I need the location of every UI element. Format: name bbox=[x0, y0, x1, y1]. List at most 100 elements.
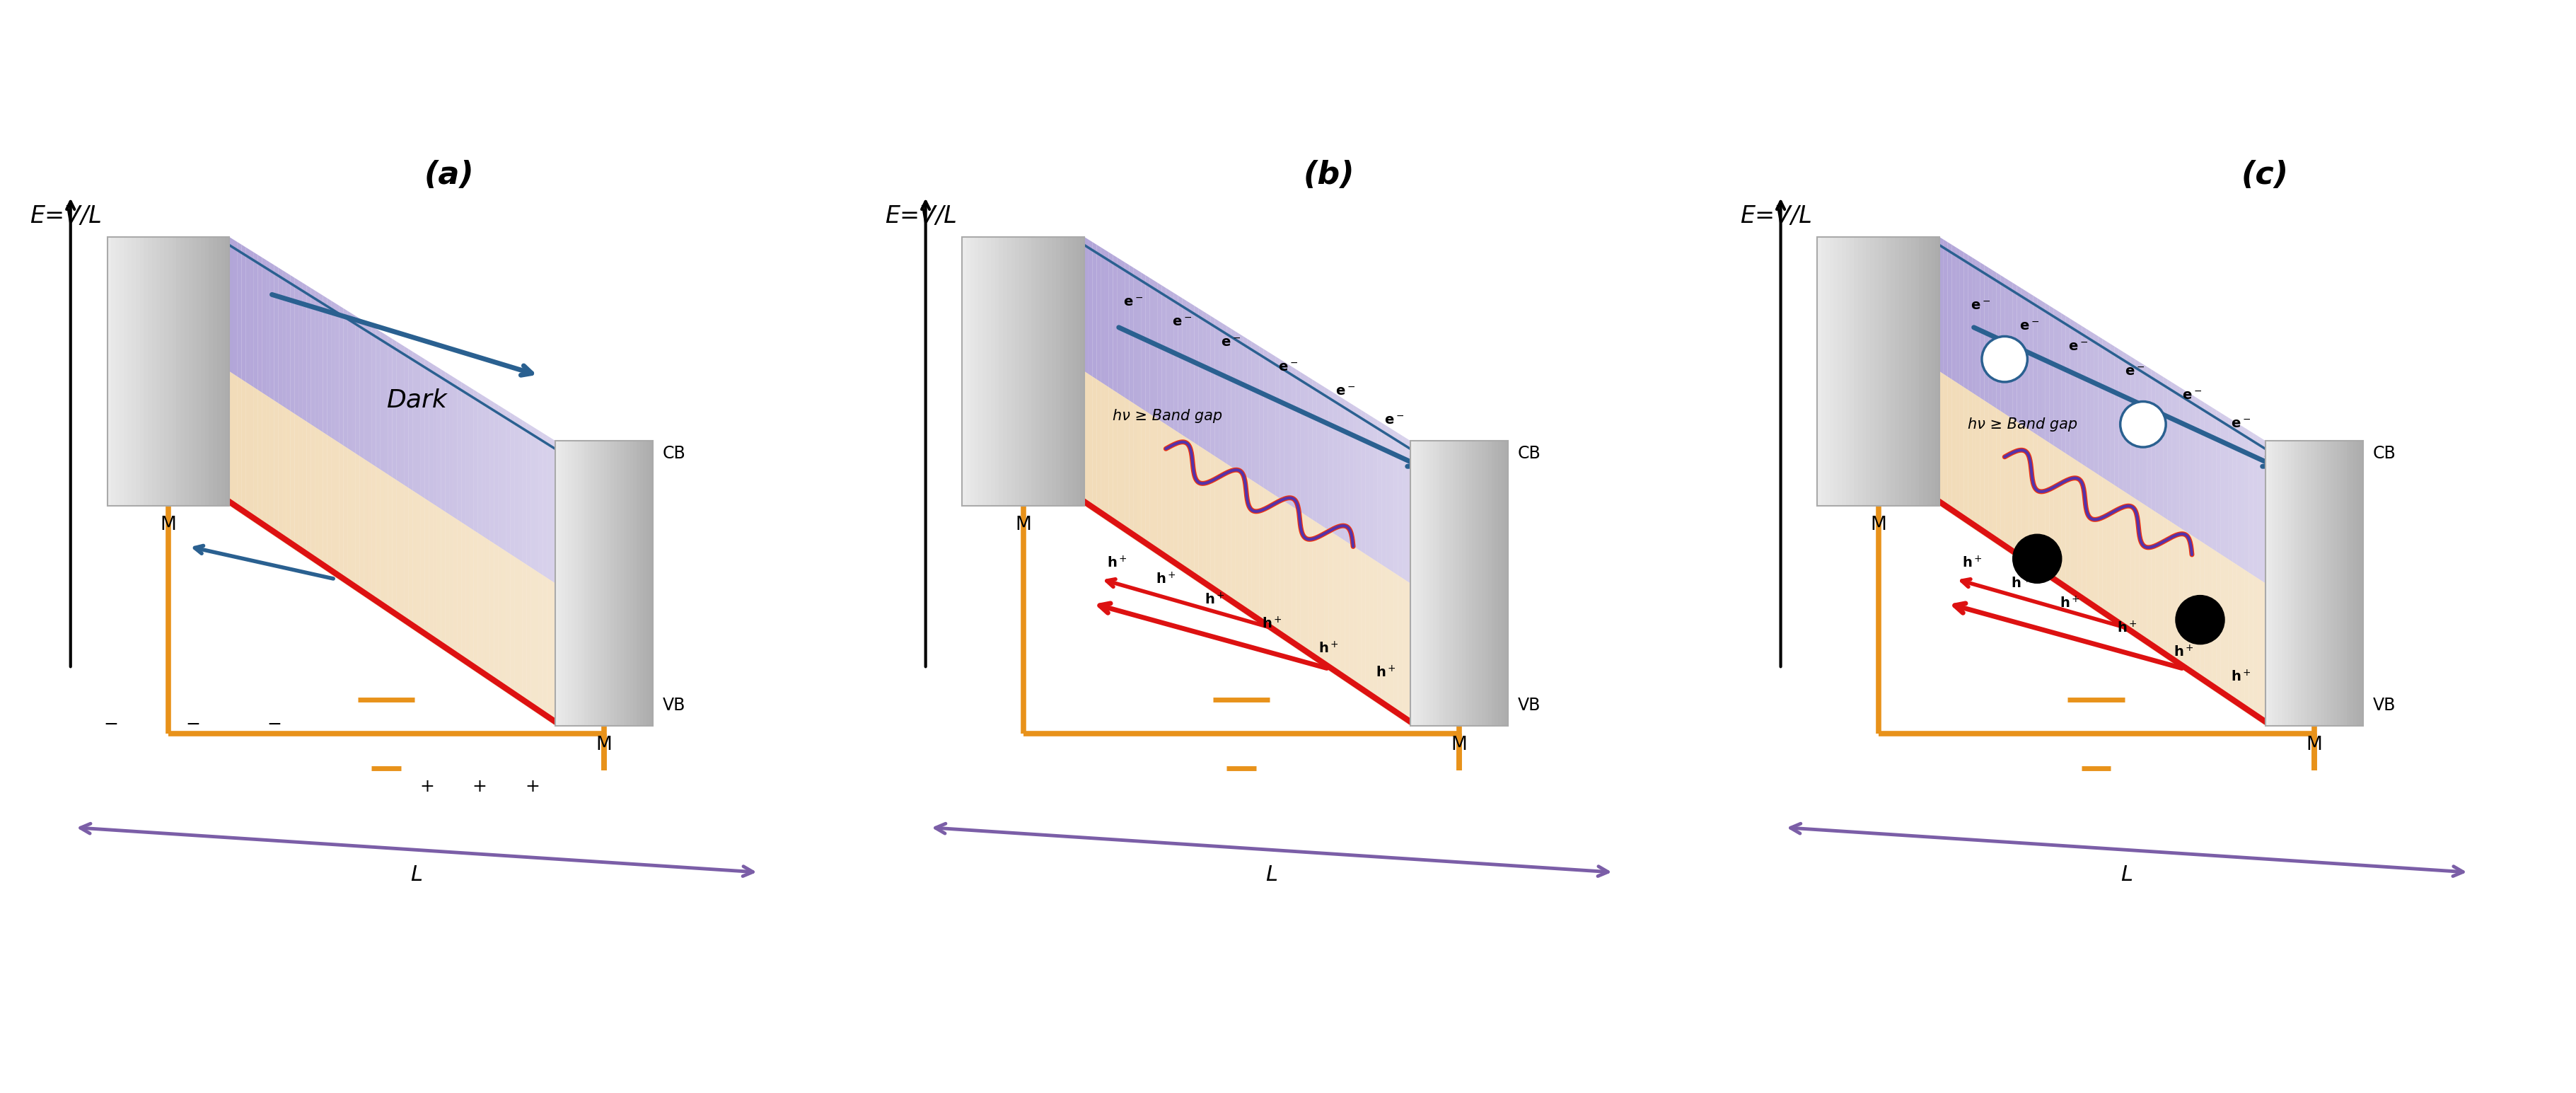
Polygon shape bbox=[1211, 454, 1216, 593]
Bar bbox=[2264, 440, 2362, 726]
Text: e$^-$: e$^-$ bbox=[1221, 337, 1242, 350]
Polygon shape bbox=[428, 501, 433, 643]
Text: −: − bbox=[268, 716, 281, 732]
Polygon shape bbox=[2200, 400, 2205, 543]
Polygon shape bbox=[1195, 306, 1198, 446]
Polygon shape bbox=[2249, 431, 2254, 575]
Polygon shape bbox=[1352, 546, 1358, 690]
Polygon shape bbox=[1265, 487, 1267, 630]
Bar bbox=[2334, 440, 2336, 726]
Polygon shape bbox=[322, 295, 327, 435]
Bar bbox=[2290, 440, 2295, 726]
Polygon shape bbox=[2050, 306, 2053, 446]
Polygon shape bbox=[515, 556, 518, 701]
Polygon shape bbox=[1293, 367, 1296, 509]
Polygon shape bbox=[1940, 237, 1942, 374]
Polygon shape bbox=[510, 554, 515, 698]
Text: CB: CB bbox=[662, 445, 685, 461]
Polygon shape bbox=[1324, 387, 1329, 530]
Bar bbox=[1043, 237, 1048, 506]
Polygon shape bbox=[1231, 467, 1234, 608]
Bar bbox=[2313, 440, 2318, 726]
Polygon shape bbox=[469, 387, 474, 530]
Bar bbox=[2269, 440, 2272, 726]
Polygon shape bbox=[1092, 377, 1097, 514]
Polygon shape bbox=[1350, 402, 1352, 546]
Polygon shape bbox=[1275, 496, 1280, 637]
Polygon shape bbox=[1162, 285, 1167, 424]
Polygon shape bbox=[340, 306, 343, 446]
Polygon shape bbox=[2128, 493, 2130, 635]
Bar bbox=[2331, 440, 2334, 726]
Polygon shape bbox=[1301, 372, 1303, 515]
Polygon shape bbox=[283, 270, 286, 409]
Polygon shape bbox=[245, 247, 250, 385]
Polygon shape bbox=[2236, 565, 2241, 709]
Polygon shape bbox=[487, 538, 489, 682]
Bar bbox=[1855, 237, 1860, 506]
Text: −: − bbox=[185, 716, 201, 732]
Polygon shape bbox=[1968, 255, 1973, 392]
Polygon shape bbox=[368, 324, 371, 465]
Polygon shape bbox=[2102, 339, 2107, 480]
Polygon shape bbox=[544, 433, 546, 578]
Polygon shape bbox=[1360, 551, 1365, 695]
Polygon shape bbox=[1121, 260, 1126, 398]
Polygon shape bbox=[361, 456, 363, 597]
Bar bbox=[224, 237, 229, 506]
Polygon shape bbox=[2117, 349, 2123, 491]
Polygon shape bbox=[1170, 291, 1175, 430]
Text: Dark: Dark bbox=[386, 388, 448, 412]
Polygon shape bbox=[1100, 247, 1105, 385]
Polygon shape bbox=[1399, 433, 1401, 578]
Polygon shape bbox=[453, 377, 459, 519]
Polygon shape bbox=[477, 533, 482, 677]
Bar bbox=[1492, 440, 1497, 726]
Polygon shape bbox=[2215, 551, 2221, 695]
Polygon shape bbox=[1955, 381, 1960, 519]
Bar bbox=[2264, 440, 2269, 726]
Polygon shape bbox=[1267, 352, 1273, 493]
Bar bbox=[2306, 440, 2308, 726]
Polygon shape bbox=[1350, 543, 1352, 687]
Polygon shape bbox=[1293, 506, 1296, 649]
Polygon shape bbox=[1378, 420, 1381, 565]
Polygon shape bbox=[278, 268, 283, 406]
Polygon shape bbox=[2200, 541, 2205, 684]
Text: CB: CB bbox=[1517, 445, 1540, 461]
Polygon shape bbox=[2166, 519, 2172, 662]
Bar bbox=[963, 237, 1084, 506]
Text: M: M bbox=[160, 516, 175, 534]
Polygon shape bbox=[322, 432, 327, 572]
Polygon shape bbox=[2087, 329, 2089, 469]
Bar bbox=[1041, 237, 1043, 506]
Polygon shape bbox=[2164, 377, 2166, 519]
Polygon shape bbox=[2115, 346, 2117, 487]
Polygon shape bbox=[538, 573, 544, 717]
Polygon shape bbox=[1121, 396, 1126, 533]
Text: e$^-$: e$^-$ bbox=[1123, 295, 1144, 309]
Polygon shape bbox=[399, 344, 404, 485]
Polygon shape bbox=[1092, 242, 1097, 379]
Polygon shape bbox=[440, 509, 446, 651]
Polygon shape bbox=[495, 543, 497, 687]
Polygon shape bbox=[384, 333, 389, 474]
Bar bbox=[1453, 440, 1455, 726]
Polygon shape bbox=[1976, 396, 1981, 533]
Bar bbox=[585, 440, 587, 726]
Polygon shape bbox=[2040, 301, 2045, 440]
Text: M: M bbox=[2306, 736, 2321, 754]
Polygon shape bbox=[335, 440, 340, 580]
Polygon shape bbox=[2050, 443, 2053, 583]
Polygon shape bbox=[343, 308, 348, 448]
Polygon shape bbox=[1126, 398, 1128, 536]
Text: (a): (a) bbox=[425, 160, 474, 190]
Polygon shape bbox=[2069, 456, 2074, 597]
Polygon shape bbox=[410, 349, 412, 491]
Polygon shape bbox=[515, 415, 518, 560]
Bar bbox=[2311, 440, 2316, 726]
Polygon shape bbox=[2079, 324, 2081, 465]
Polygon shape bbox=[327, 298, 332, 437]
Polygon shape bbox=[2138, 501, 2143, 643]
Polygon shape bbox=[2205, 402, 2208, 546]
